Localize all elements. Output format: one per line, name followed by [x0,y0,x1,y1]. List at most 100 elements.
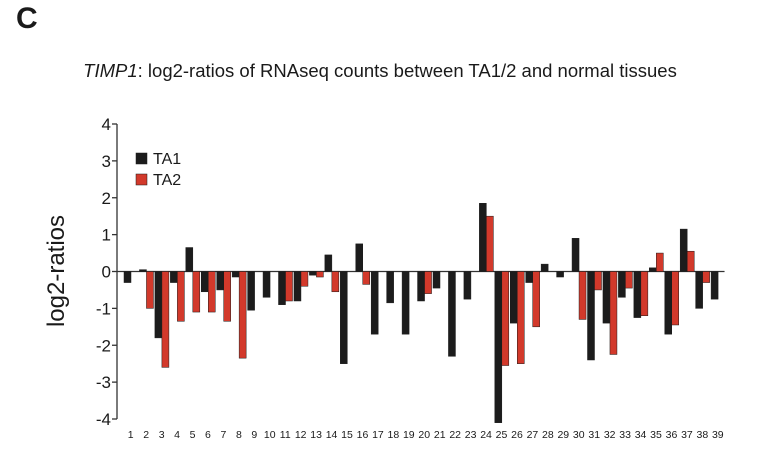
bar-ta1-27 [525,271,533,283]
x-tick-label: 21 [434,429,446,441]
bar-ta2-13 [316,271,324,278]
x-tick-label: 31 [588,429,600,441]
bar-ta2-26 [517,271,525,364]
y-tick-label: 2 [102,189,111,208]
x-tick-label: 39 [712,429,724,441]
x-tick-label: 8 [236,429,242,441]
bar-ta1-7 [216,271,224,291]
x-tick-label: 23 [465,429,477,441]
y-axis: 4 3 2 1 0 -1 -2 -3 -4 [96,115,118,429]
bar-ta1-34 [633,271,642,318]
bar-ta1-37 [679,228,688,272]
legend-swatch-ta1 [135,152,148,165]
x-tick-label: 25 [496,429,508,441]
chart-title-gene: TIMP1 [83,60,138,81]
bar-ta1-16 [355,243,363,272]
bar-ta1-19 [401,271,410,335]
bar-ta2-14 [331,271,340,293]
bar-ta2-33 [625,271,633,289]
bar-ta2-34 [640,271,649,316]
bar-ta2-31 [594,271,602,291]
x-tick-label: 5 [190,429,196,441]
x-tick-label: 16 [357,429,369,441]
bar-ta1-28 [540,263,549,272]
x-tick-label: 35 [650,429,662,441]
x-tick-label: 34 [635,429,647,441]
x-tick-label: 29 [557,429,569,441]
bar-ta1-5 [185,247,194,272]
bar-ta1-11 [278,271,286,305]
bar-ta1-8 [231,271,240,278]
bar-ta1-1 [123,271,132,283]
bar-ta1-31 [587,271,595,361]
x-tick-label: 38 [697,429,709,441]
x-tick-label: 18 [388,429,400,441]
x-tick-labels: 1 2 3 4 5 6 7 8 9 10 11 12 13 14 15 16 17 18 19 20 21 22 23 24 2… [128,429,724,441]
bar-ta1-30 [571,238,580,272]
bar-ta2-8 [238,271,247,359]
bar-ta1-35 [649,267,657,272]
x-tick-label: 36 [666,429,678,441]
x-tick-label: 11 [280,429,291,441]
bar-ta1-9 [247,271,255,311]
bar-ta1-14 [324,254,333,272]
y-tick-label: 3 [102,152,111,171]
x-tick-label: 37 [681,429,693,441]
x-tick-label: 10 [264,429,276,441]
y-tick-label: 4 [102,115,111,134]
bar-ta1-6 [201,271,209,293]
bar-ta2-20 [424,271,432,294]
x-tick-label: 30 [573,429,585,441]
x-tick-label: 9 [251,429,257,441]
panel-letter: C [16,2,38,35]
x-tick-label: 12 [295,429,307,441]
bar-ta1-4 [170,271,178,283]
y-tick-label: 0 [102,263,111,282]
bar-ta2-12 [300,271,309,287]
y-tick-label: -4 [96,410,111,429]
bar-ta2-30 [578,271,587,320]
bar-ta1-24 [479,203,487,272]
bar-ta2-7 [223,271,231,322]
x-tick-label: 27 [527,429,539,441]
bar-ta1-18 [386,271,394,304]
bar-ta1-26 [510,271,518,324]
x-tick-label: 22 [449,429,461,441]
x-tick-label: 15 [341,429,353,441]
chart-title-text: : log2-ratios of RNAseq counts between T… [137,60,677,81]
bar-ta1-36 [664,271,672,335]
bar-ta2-16 [362,271,370,285]
bar-ta2-2 [146,271,154,309]
bar-ta1-12 [293,271,302,302]
bar-ta1-10 [262,271,271,298]
x-tick-label: 2 [143,429,149,441]
bar-ta1-17 [370,271,379,335]
y-tick-label: -2 [96,336,111,355]
bar-ta1-21 [432,271,441,289]
bar-ta2-27 [532,271,540,328]
y-tick-label: -1 [96,299,111,318]
bar-ta2-36 [671,271,679,326]
bar-ta2-35 [656,252,664,272]
chart-title: TIMP1: log2-ratios of RNAseq counts betw… [0,60,760,82]
bar-ta1-13 [309,271,317,276]
bar-ta2-25 [501,271,510,366]
bar-ta1-38 [695,271,703,309]
x-tick-label: 3 [159,429,165,441]
bar-ta2-11 [285,271,293,302]
x-tick-label: 26 [511,429,523,441]
bar-ta1-2 [139,269,147,272]
bar-ta2-32 [609,271,618,355]
bar-ta2-6 [208,271,216,313]
legend-label-ta1: TA1 [153,151,181,168]
x-tick-label: 20 [418,429,430,441]
bar-ta2-37 [686,250,695,272]
bar-ta2-3 [161,271,170,368]
bar-ta2-4 [177,271,185,322]
bar-ta1-3 [154,271,163,339]
x-tick-label: 7 [221,429,227,441]
x-tick-label: 13 [310,429,322,441]
bar-ta1-20 [417,271,425,302]
bar-ta2-38 [702,271,710,283]
